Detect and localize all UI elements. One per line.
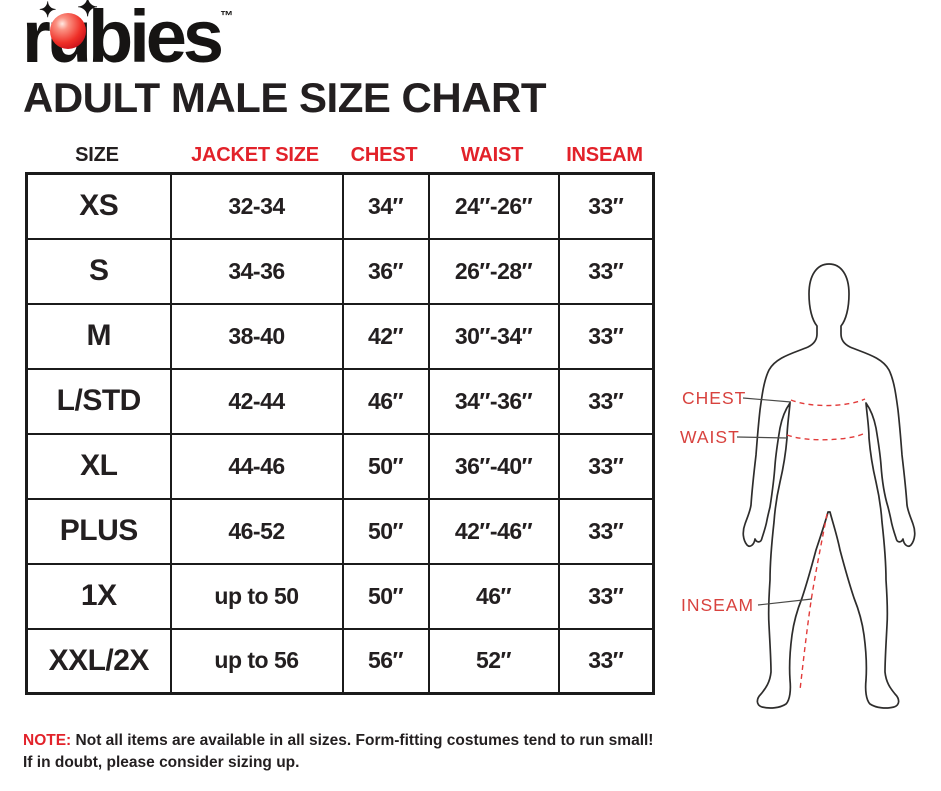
waist-cell: 30″-34″ bbox=[427, 302, 560, 370]
waist-label: WAIST bbox=[680, 427, 740, 447]
inseam-label: INSEAM bbox=[681, 595, 754, 615]
inseam-cell: 33″ bbox=[557, 302, 655, 370]
chest-cell: 46″ bbox=[341, 367, 430, 435]
inseam-cell: 33″ bbox=[557, 497, 655, 565]
note-line-1-text: Not all items are available in all sizes… bbox=[75, 732, 654, 749]
sparkle-icon-right: ✦ bbox=[77, 0, 99, 22]
table-row: M 38-40 42″ 30″-34″ 33″ bbox=[25, 302, 655, 370]
chest-cell: 50″ bbox=[341, 497, 430, 565]
table-header-row: SIZE JACKET SIZE CHEST WAIST INSEAM bbox=[25, 141, 652, 169]
jacket-cell: 32-34 bbox=[169, 172, 344, 240]
table-row: PLUS 46-52 50″ 42″-46″ 33″ bbox=[25, 497, 655, 565]
size-cell: XS bbox=[25, 172, 172, 240]
chest-measure-line bbox=[790, 398, 866, 407]
size-cell: PLUS bbox=[25, 497, 172, 565]
note-text: NOTE: Not all items are available in all… bbox=[23, 730, 693, 773]
jacket-cell: 42-44 bbox=[169, 367, 344, 435]
size-cell: M bbox=[25, 302, 172, 370]
body-outline bbox=[742, 263, 916, 709]
waist-cell: 42″-46″ bbox=[427, 497, 560, 565]
waist-cell: 52″ bbox=[427, 627, 560, 695]
size-table: XS 32-34 34″ 24″-26″ 33″ S 34-36 36″ 26″… bbox=[25, 172, 655, 695]
table-row: XL 44-46 50″ 36″-40″ 33″ bbox=[25, 432, 655, 500]
brand-letter-u: u✦✦ bbox=[39, 0, 98, 76]
inseam-pointer-line bbox=[757, 598, 813, 606]
inseam-cell: 33″ bbox=[557, 432, 655, 500]
brand-name-right: bies bbox=[88, 0, 224, 78]
waist-cell: 46″ bbox=[427, 562, 560, 630]
chest-cell: 50″ bbox=[341, 562, 430, 630]
brand-logo: ru✦✦bies™ bbox=[22, 0, 233, 78]
chest-cell: 56″ bbox=[341, 627, 430, 695]
size-cell: L/STD bbox=[25, 367, 172, 435]
jacket-cell: up to 56 bbox=[169, 627, 344, 695]
inseam-cell: 33″ bbox=[557, 367, 655, 435]
waist-measure-line bbox=[786, 433, 864, 441]
chest-cell: 42″ bbox=[341, 302, 430, 370]
table-row: L/STD 42-44 46″ 34″-36″ 33″ bbox=[25, 367, 655, 435]
jacket-cell: 46-52 bbox=[169, 497, 344, 565]
page-title: ADULT MALE SIZE CHART bbox=[23, 74, 547, 121]
waist-pointer-line bbox=[736, 436, 788, 439]
table-row: XS 32-34 34″ 24″-26″ 33″ bbox=[25, 172, 655, 240]
brand-name-left: r bbox=[22, 0, 51, 78]
note-line-2: If in doubt, please consider sizing up. bbox=[23, 753, 300, 771]
trademark-symbol: ™ bbox=[220, 8, 234, 23]
column-header-chest: CHEST bbox=[350, 144, 418, 166]
chest-cell: 50″ bbox=[341, 432, 430, 500]
inseam-cell: 33″ bbox=[557, 627, 655, 695]
note-label: NOTE: bbox=[23, 732, 72, 749]
jacket-cell: 38-40 bbox=[169, 302, 344, 370]
size-cell: XL bbox=[25, 432, 172, 500]
jacket-cell: 44-46 bbox=[169, 432, 344, 500]
jacket-cell: 34-36 bbox=[169, 237, 344, 305]
column-header-inseam: INSEAM bbox=[566, 144, 643, 166]
inseam-cell: 33″ bbox=[557, 562, 655, 630]
inseam-cell: 33″ bbox=[557, 172, 655, 240]
note-line-1: NOTE: Not all items are available in all… bbox=[23, 730, 693, 752]
column-header-size: SIZE bbox=[75, 144, 119, 166]
column-header-jacket: JACKET SIZE bbox=[191, 144, 319, 166]
jacket-cell: up to 50 bbox=[169, 562, 344, 630]
size-cell: S bbox=[25, 237, 172, 305]
waist-cell: 36″-40″ bbox=[427, 432, 560, 500]
table-row: 1X up to 50 50″ 46″ 33″ bbox=[25, 562, 655, 630]
size-cell: XXL/2X bbox=[25, 627, 172, 695]
waist-cell: 24″-26″ bbox=[427, 172, 560, 240]
column-header-waist: WAIST bbox=[460, 144, 524, 166]
chest-pointer-line bbox=[742, 397, 792, 403]
chest-label: CHEST bbox=[682, 388, 746, 408]
inseam-measure-line bbox=[799, 513, 828, 691]
ruby-ball-icon bbox=[50, 13, 87, 49]
waist-cell: 34″-36″ bbox=[427, 367, 560, 435]
chest-cell: 36″ bbox=[341, 237, 430, 305]
sparkle-icon-left: ✦ bbox=[38, 0, 57, 22]
body-measurement-figure: CHEST WAIST INSEAM bbox=[676, 250, 922, 720]
chest-cell: 34″ bbox=[341, 172, 430, 240]
table-row: XXL/2X up to 56 56″ 52″ 33″ bbox=[25, 627, 655, 695]
size-cell: 1X bbox=[25, 562, 172, 630]
waist-cell: 26″-28″ bbox=[427, 237, 560, 305]
inseam-cell: 33″ bbox=[557, 237, 655, 305]
table-row: S 34-36 36″ 26″-28″ 33″ bbox=[25, 237, 655, 305]
